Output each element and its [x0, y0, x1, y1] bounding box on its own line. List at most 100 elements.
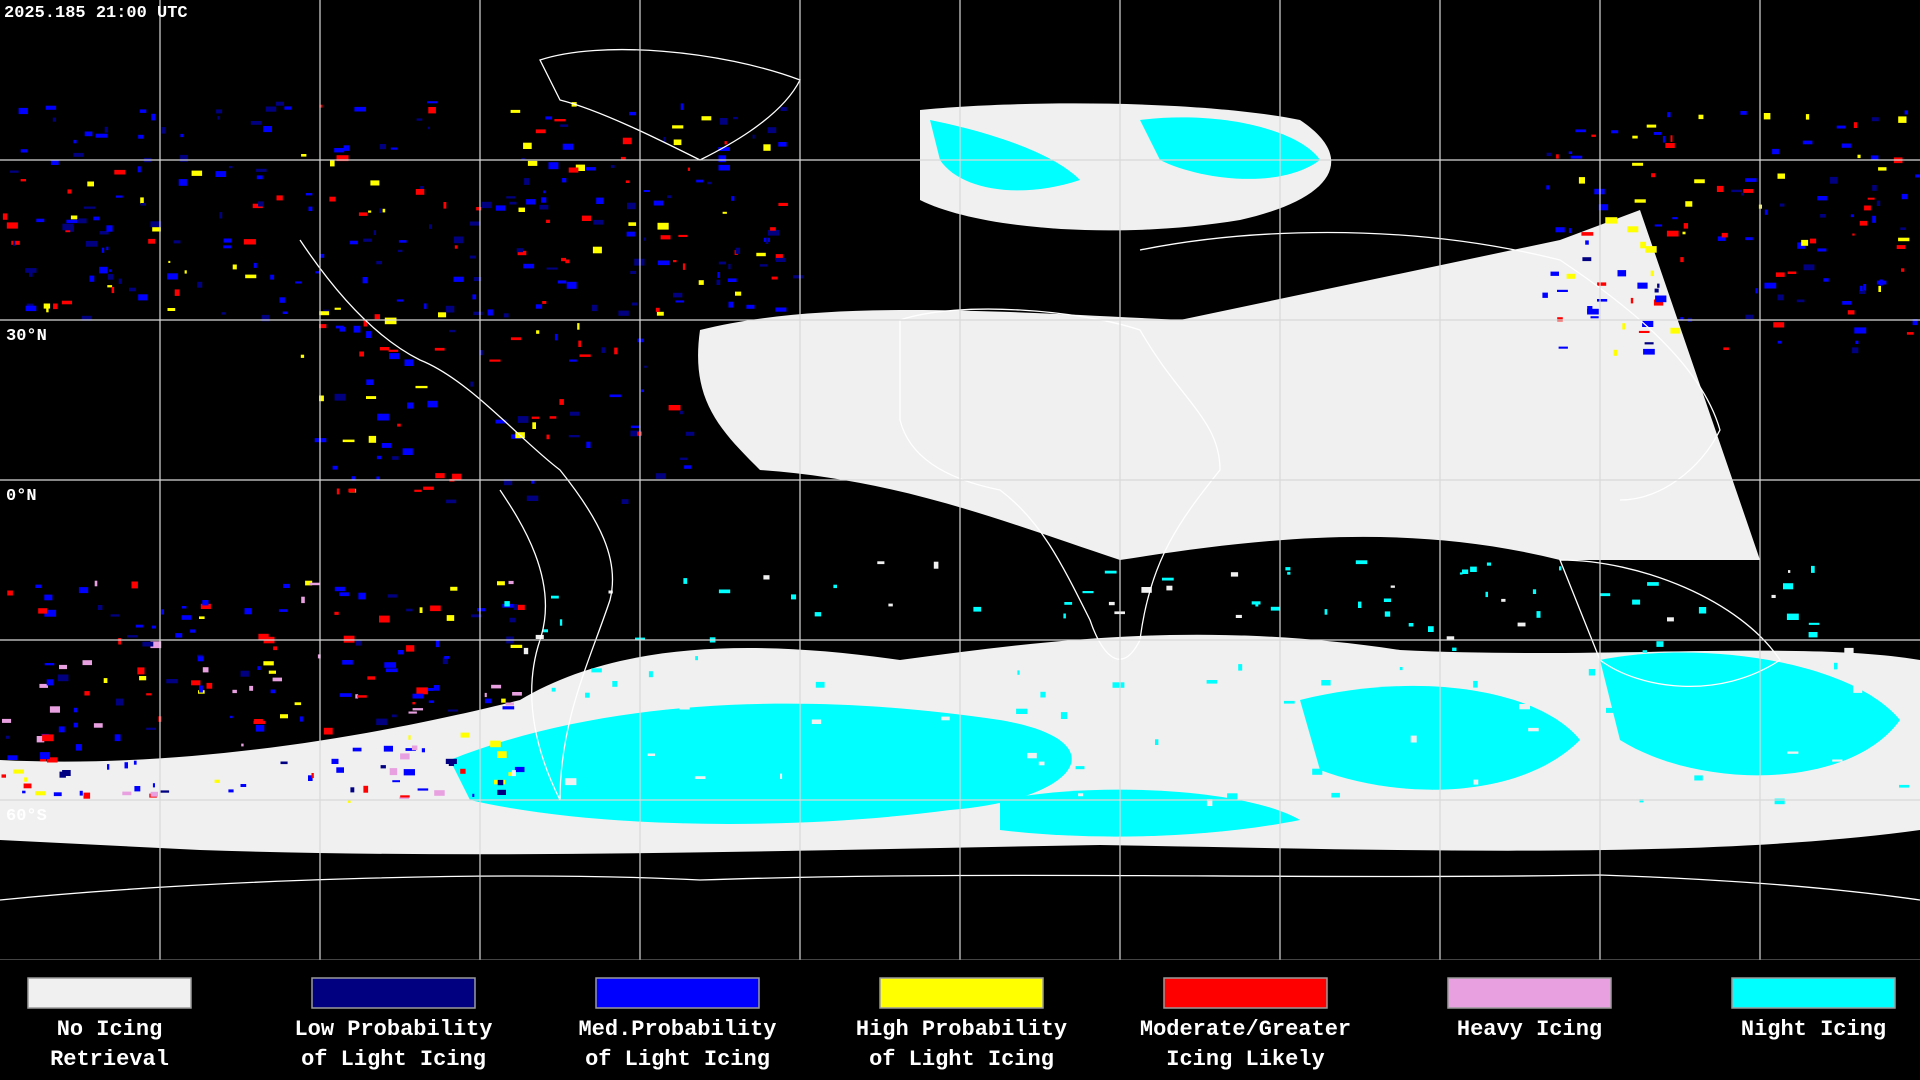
icing-pixel: [476, 207, 482, 211]
icing-pixel: [1632, 135, 1638, 139]
icing-pixel: [1543, 771, 1554, 778]
icing-pixel: [152, 225, 161, 232]
icing-pixel: [428, 107, 436, 114]
icing-pixel: [428, 700, 435, 703]
icing-pixel: [300, 716, 303, 722]
icing-pixel: [59, 664, 67, 670]
icing-pixel: [679, 703, 690, 710]
icing-pixel: [1682, 231, 1686, 235]
icing-pixel: [1501, 598, 1506, 602]
icing-pixel: [1811, 565, 1815, 573]
icing-pixel: [137, 166, 141, 173]
icing-pixel: [622, 137, 632, 145]
icing-pixel: [931, 721, 942, 726]
icing-pixel: [107, 764, 110, 770]
icing-pixel: [35, 791, 46, 796]
icing-pixel: [1852, 347, 1859, 354]
icing-pixel: [662, 758, 666, 766]
icing-pixel: [1683, 728, 1689, 731]
icing-pixel: [568, 167, 579, 173]
icing-pixel: [1872, 185, 1877, 191]
icing-pixel: [138, 134, 144, 139]
icing-pixel: [1716, 185, 1724, 192]
icing-pixel: [673, 292, 683, 298]
icing-pixel: [1694, 775, 1703, 781]
icing-pixel: [275, 101, 284, 106]
icing-pixel: [379, 208, 382, 213]
icing-pixel: [509, 617, 516, 623]
icing-pixel: [118, 278, 122, 284]
icing-pixel: [1723, 347, 1729, 350]
icing-pixel: [523, 647, 529, 655]
icing-pixel: [514, 717, 518, 723]
icing-pixel: [309, 582, 320, 586]
icing-pixel: [419, 607, 423, 613]
icing-pixel: [501, 698, 506, 703]
icing-pixel: [1841, 143, 1851, 148]
icing-pixel: [311, 773, 314, 779]
icing-pixel: [1238, 664, 1243, 671]
icing-pixel: [243, 239, 256, 245]
legend-label: No Icing: [57, 1017, 163, 1042]
icing-pixel: [672, 125, 684, 129]
icing-pixel: [491, 684, 502, 689]
icing-pixel: [334, 611, 339, 615]
icing-pixel: [367, 676, 376, 680]
icing-pixel: [36, 218, 45, 223]
icing-pixel: [735, 247, 741, 254]
icing-pixel: [1331, 792, 1340, 798]
icing-pixel: [1470, 566, 1477, 572]
icing-pixel: [376, 718, 387, 726]
icing-pixel: [382, 208, 386, 213]
icing-pixel: [1473, 680, 1478, 688]
icing-pixel: [586, 758, 596, 762]
icing-pixel: [1853, 686, 1863, 693]
icing-pixel: [1425, 710, 1428, 714]
icing-pixel: [1634, 199, 1646, 203]
icing-pixel: [228, 789, 234, 793]
icing-pixel: [679, 410, 683, 415]
icing-pixel: [43, 303, 51, 309]
icing-pixel: [244, 608, 252, 615]
icing-pixel: [263, 661, 274, 666]
icing-pixel: [1598, 204, 1609, 211]
icing-pixel: [717, 272, 720, 278]
icing-pixel: [660, 235, 671, 240]
icing-pixel: [663, 136, 666, 143]
icing-pixel: [29, 272, 33, 277]
icing-pixel: [181, 615, 191, 620]
icing-pixel: [45, 105, 57, 110]
icing-pixel: [716, 279, 721, 285]
icing-pixel: [13, 240, 16, 246]
night-region: [1000, 789, 1300, 837]
icing-pixel: [1767, 665, 1777, 670]
icing-pixel: [423, 486, 434, 490]
icing-pixel: [508, 772, 514, 776]
icing-pixel: [1667, 112, 1671, 118]
icing-pixel: [339, 326, 346, 332]
icing-pixel: [1166, 585, 1173, 591]
icing-pixel: [569, 359, 577, 362]
icing-pixel: [1796, 299, 1805, 303]
icing-pixel: [350, 787, 355, 793]
icing-pixel: [278, 609, 288, 612]
icing-pixel: [420, 186, 424, 190]
icing-pixel: [122, 791, 132, 796]
icing-pixel: [629, 111, 637, 116]
icing-pixel: [1817, 248, 1827, 252]
icing-pixel: [256, 168, 267, 172]
icing-pixel: [513, 604, 518, 610]
icing-pixel: [771, 276, 778, 280]
icing-pixel: [1416, 782, 1425, 788]
icing-pixel: [139, 109, 147, 113]
icing-pixel: [385, 668, 398, 673]
icing-pixel: [353, 325, 361, 333]
legend-label: of Light Icing: [869, 1047, 1054, 1072]
icing-pixel: [727, 278, 737, 282]
icing-pixel: [551, 687, 556, 692]
icing-pixel: [319, 324, 327, 329]
icing-pixel: [577, 323, 580, 330]
icing-pixel: [1691, 737, 1699, 743]
icing-pixel: [1805, 114, 1810, 120]
legend-label: Med.Probability: [578, 1017, 776, 1042]
